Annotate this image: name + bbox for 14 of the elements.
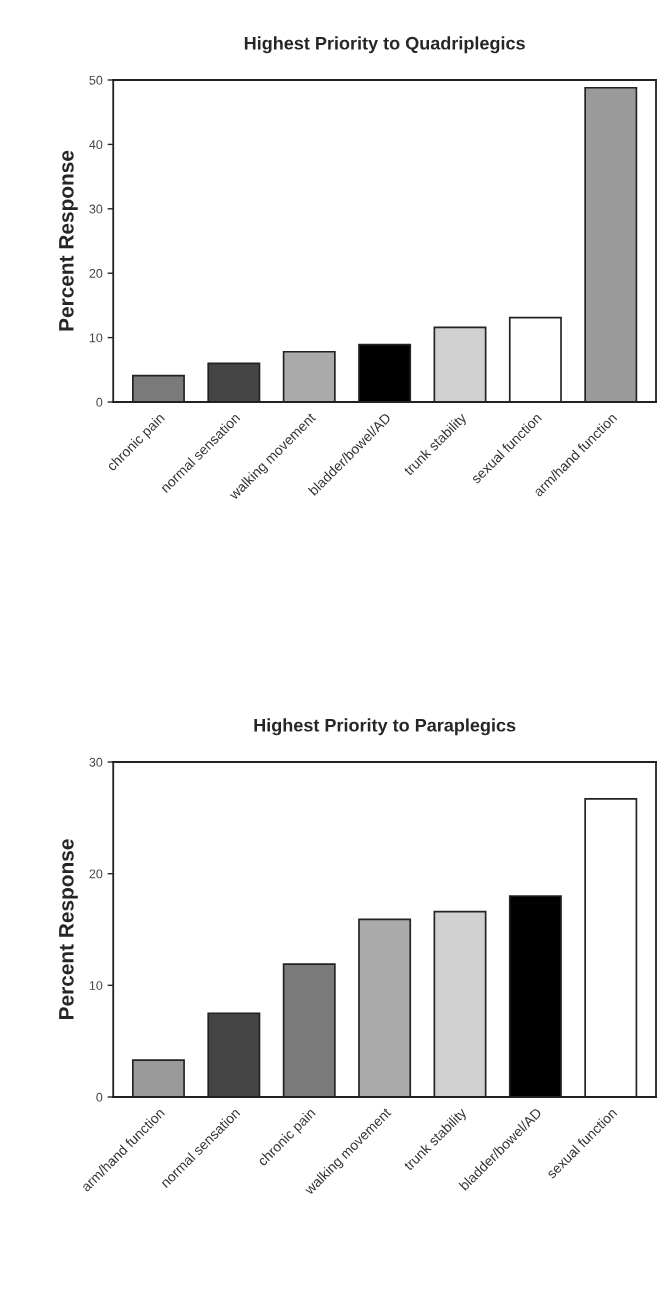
y-tick-label: 30 <box>89 757 103 767</box>
chart-title: Highest Priority to Paraplegics <box>254 718 516 736</box>
y-tick-label: 50 <box>89 75 103 85</box>
y-tick-label: 20 <box>89 869 103 879</box>
chart-title: Highest Priority to Quadriplegics <box>244 36 525 54</box>
y-tick-label: 10 <box>89 981 103 990</box>
y-axis-title: Percent Response <box>59 150 78 331</box>
y-tick-label: 20 <box>89 269 103 278</box>
y-tick-label: 10 <box>89 333 103 343</box>
y-tick-label: 0 <box>96 397 103 407</box>
y-tick-label: 0 <box>96 1092 103 1102</box>
y-tick-label: 30 <box>89 204 103 214</box>
y-axis-title: Percent Response <box>59 839 78 1019</box>
y-tick-label: 40 <box>89 140 103 150</box>
